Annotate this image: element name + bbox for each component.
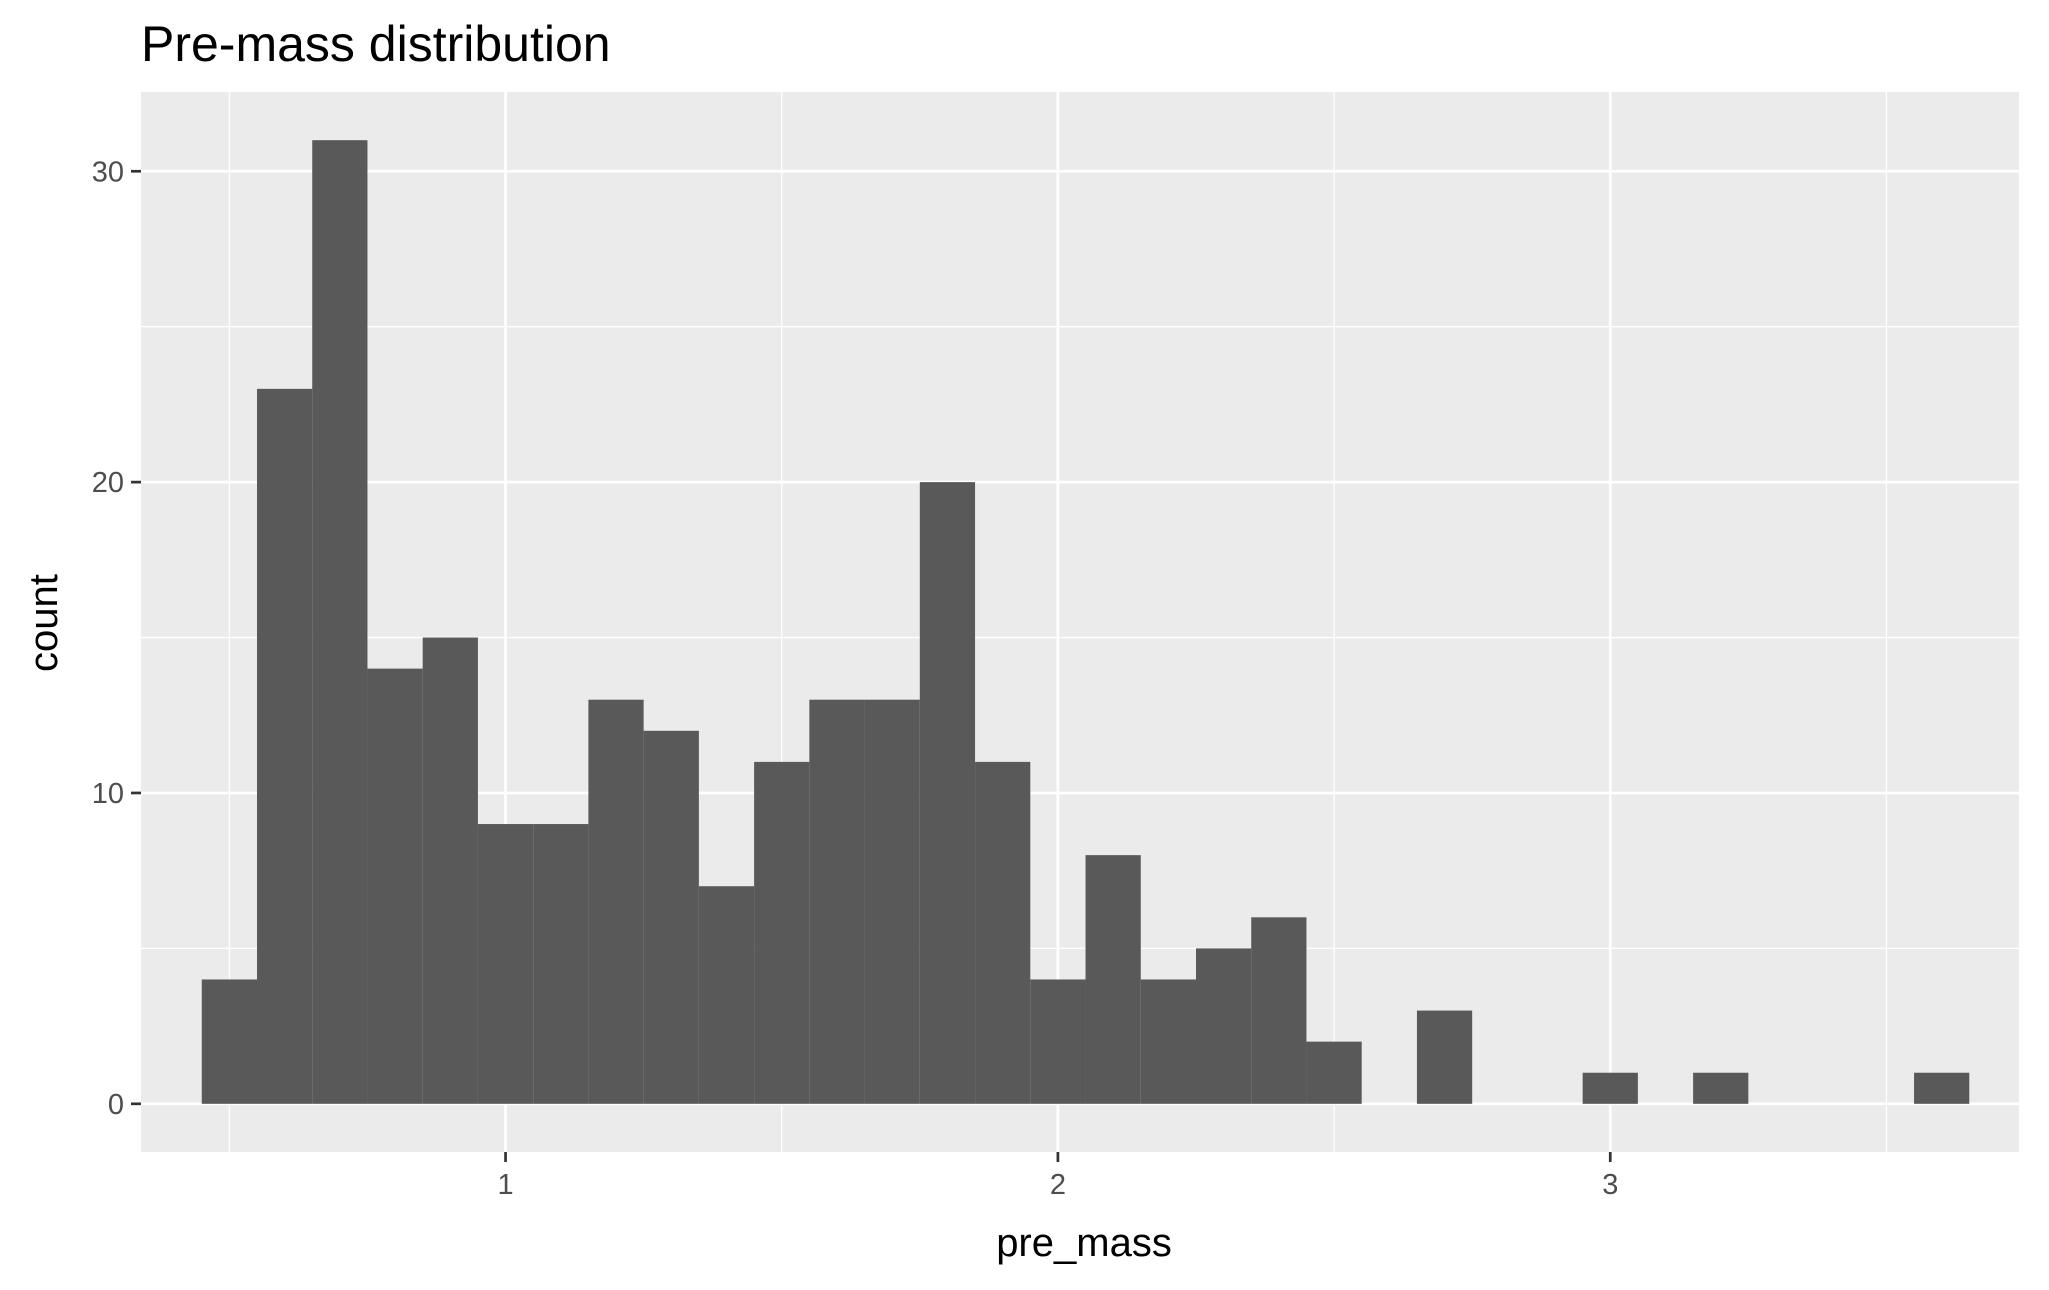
histogram-bar [1030,979,1086,1104]
histogram-bar [367,668,423,1104]
histogram-bar [201,979,257,1104]
x-tick-label: 2 [1050,1169,1066,1201]
chart-title: Pre-mass distribution [141,16,611,72]
y-tick-label: 10 [92,778,124,810]
histogram-bar [588,699,644,1104]
histogram-bar [864,699,920,1104]
x-axis-title: pre_mass [996,1221,1172,1265]
histogram-bar [422,637,478,1104]
y-axis: 0 10 20 30 [92,156,141,1121]
histogram-bar [809,699,865,1104]
histogram-bar [643,730,699,1104]
histogram-bar [975,761,1031,1104]
histogram-bar [1251,917,1307,1104]
histogram-bar [1306,1041,1362,1104]
x-axis: 1 2 3 [497,1152,1618,1201]
x-tick-label: 1 [497,1169,513,1201]
histogram-bar [1085,855,1141,1104]
y-tick-label: 30 [92,156,124,188]
minor-gridlines [141,92,2019,1152]
histogram-bars [201,140,1970,1104]
histogram-bar [1140,979,1196,1104]
histogram-bar [1914,1072,1970,1104]
y-tick-label: 0 [108,1089,124,1121]
histogram-bar [533,824,589,1104]
histogram-bar [312,140,368,1104]
histogram-bar [1416,1010,1473,1104]
histogram-bar [1582,1072,1638,1104]
histogram-bar [698,886,755,1104]
y-tick-label: 20 [92,467,124,499]
histogram-bar [256,388,313,1104]
histogram-bar [477,824,534,1104]
histogram-bar [1693,1072,1749,1104]
y-axis-title: count [22,574,66,672]
histogram-bar [1195,948,1252,1104]
x-tick-label: 3 [1602,1169,1618,1201]
histogram-bar [754,761,810,1104]
histogram-bar [919,482,976,1104]
